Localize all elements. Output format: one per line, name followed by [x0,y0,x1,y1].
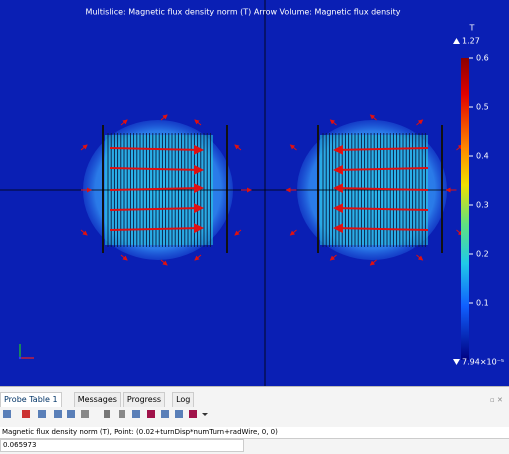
plot-title: Multislice: Magnetic flux density norm (… [86,8,401,17]
field-arrow [120,254,128,261]
field-arrow [289,144,297,151]
field-arrow [333,223,429,234]
colorbar-tick-label: 0.6 [476,54,489,63]
field-arrow [109,183,204,194]
field-arrow [160,114,168,121]
colorbar-tick-label: 0.3 [476,201,489,210]
field-arrow [329,119,337,126]
field-arrow [333,164,429,175]
tab[interactable]: Log [172,392,195,407]
colorbar-tick-label: 0.1 [476,299,489,308]
field-arrow [109,164,204,175]
colorbar-min: 7.94×10⁻⁵ [462,358,504,367]
field-arrow [289,229,297,236]
field-arrow [333,183,429,194]
colorbar-tick-label: 0.5 [476,103,489,112]
field-arrow [234,229,242,236]
field-arrow [416,254,424,261]
field-arrow [234,144,242,151]
field-arrow [333,144,429,155]
field-arrow [369,114,377,121]
arrows [80,114,464,266]
colorbar-tick-label: 0.4 [476,152,489,161]
field-arrow [333,203,429,214]
bottom-panel: Probe Table 1 Messages Progress Log ▫ ✕ Mag… [0,386,509,454]
tab[interactable]: Probe Table 1 [0,392,62,407]
colorbar-unit: T [469,24,475,33]
toolbar [3,410,208,418]
field-arrow [109,144,204,155]
field-arrow [194,119,202,126]
field-arrow [120,119,128,126]
field-arrow [329,254,337,261]
table-header: Magnetic flux density norm (T), Point: (… [0,427,509,439]
graphics-window: Multislice: Magnetic flux density norm (… [0,0,509,386]
toolbar-icons[interactable] [3,410,208,418]
panel-controls: ▫ ✕ [490,396,503,404]
field-arrow [109,203,204,214]
field-arrow [194,254,202,261]
max-marker [453,38,460,44]
tab[interactable]: Progress [122,392,166,407]
field-arrow [369,259,377,266]
field-arrow [109,223,204,234]
colorbar-tick-label: 0.2 [476,250,489,259]
field-arrow [80,229,88,236]
min-marker [453,359,460,365]
colorbar-max: 1.27 [462,37,480,46]
table-cell[interactable]: 0.065973 [0,439,244,452]
field-arrow [160,259,168,266]
colorbar [461,58,469,360]
field-arrow [80,144,88,151]
axis-triad [18,344,34,360]
tab[interactable]: Messages [73,392,121,407]
field-arrow [416,119,424,126]
